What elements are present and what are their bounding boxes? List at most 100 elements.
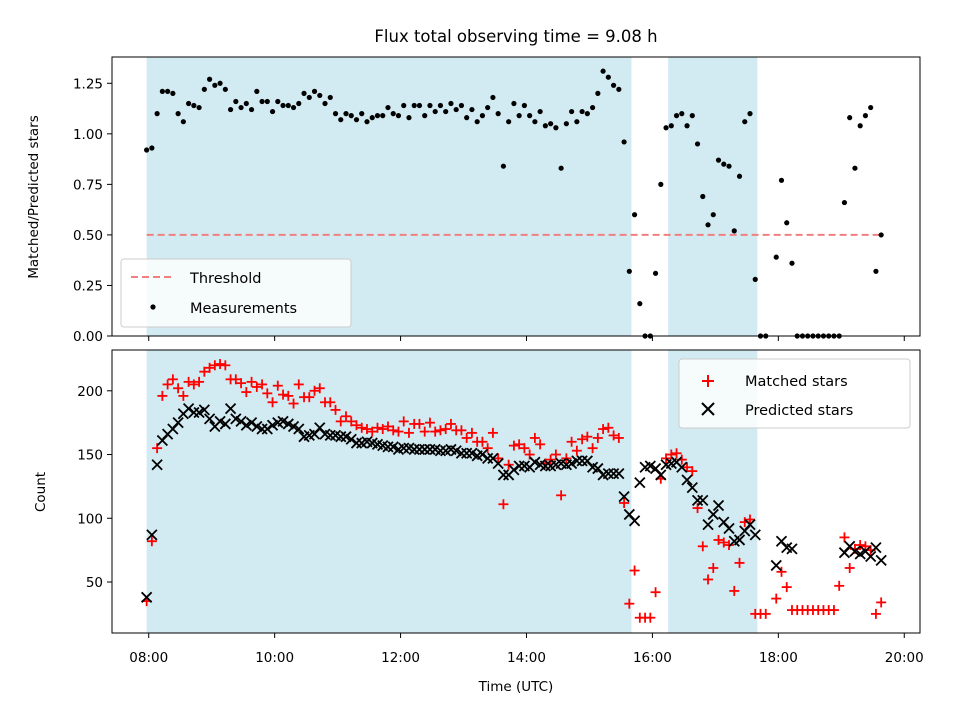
predicted-point <box>476 448 489 461</box>
measurement-point <box>154 111 160 117</box>
bottom-legend-box <box>678 358 911 429</box>
measurement-point <box>689 113 695 119</box>
predicted-point <box>707 508 719 521</box>
bottom-axes-frame <box>111 349 921 634</box>
predicted-point <box>539 460 552 472</box>
matched-point <box>508 440 519 451</box>
matched-point <box>629 565 640 576</box>
matched-point <box>393 426 404 437</box>
matched-point <box>236 378 247 389</box>
matched-point <box>598 424 609 435</box>
matched-point <box>199 366 210 377</box>
predicted-point <box>691 494 704 507</box>
bottom-x-ticks: 08:00 10:00 12:00 14:00 16:00 18:00 20:00 <box>129 633 924 666</box>
measurement-point <box>495 111 501 117</box>
bottom-x-axis-label: Time (UTC) <box>478 679 554 695</box>
predicted-point <box>618 490 630 503</box>
predicted-point <box>681 474 693 486</box>
predicted-point <box>413 443 426 456</box>
measurement-point <box>747 111 753 117</box>
matched-point <box>624 598 635 609</box>
measurement-point <box>416 102 423 109</box>
measurement-point <box>553 125 559 131</box>
matched-point <box>356 422 367 433</box>
predicted-point <box>293 423 305 435</box>
predicted-point <box>723 522 735 535</box>
matched-point <box>257 379 268 390</box>
predicted-point <box>350 437 363 449</box>
matched-point <box>341 411 352 422</box>
matched-point <box>267 397 278 408</box>
top-legend-box <box>120 258 352 328</box>
measurement-point <box>516 113 522 119</box>
predicted-point <box>712 499 725 512</box>
matched-point <box>330 404 341 415</box>
measurement-point <box>637 301 643 307</box>
bottom-legend: Matched stars Predicted stars <box>678 358 911 429</box>
matched-point <box>304 392 315 403</box>
measurement-point <box>285 102 291 109</box>
matched-point <box>745 514 756 525</box>
measurement-point <box>537 108 543 115</box>
measurement-point <box>380 113 386 119</box>
matched-point <box>556 490 567 501</box>
matched-point <box>619 497 630 508</box>
predicted-point <box>482 452 494 464</box>
measurement-point <box>773 254 779 260</box>
measurement-point <box>422 113 428 119</box>
measurement-point <box>684 123 690 129</box>
measurement-point <box>474 119 480 125</box>
matched-point <box>382 421 393 432</box>
matched-point <box>592 432 603 443</box>
predicted-point <box>203 413 216 425</box>
measurement-point <box>778 177 785 183</box>
y-tick-label: 0.75 <box>73 177 103 193</box>
measurement-point <box>621 139 627 145</box>
matched-point <box>566 436 577 447</box>
predicted-point <box>461 447 473 459</box>
measurement-point <box>275 98 281 105</box>
measurement-point <box>506 119 512 125</box>
matched-point <box>697 541 708 552</box>
top-axes-frame <box>111 56 921 337</box>
predicted-point <box>172 417 184 429</box>
predicted-point <box>261 423 273 435</box>
measurement-point <box>374 113 381 119</box>
matched-point <box>519 443 530 454</box>
x-tick-label: 10:00 <box>255 650 294 666</box>
predicted-point <box>151 459 163 471</box>
measurement-point <box>212 82 218 88</box>
matched-point <box>603 422 614 433</box>
matched-point <box>157 390 168 401</box>
matched-point <box>194 376 205 387</box>
y-tick-label: 0.00 <box>73 329 103 345</box>
bottom-y-axis-label: Count <box>33 472 49 512</box>
matched-point <box>288 398 299 409</box>
predicted-point <box>749 529 761 541</box>
predicted-point <box>324 429 336 442</box>
measurement-point <box>694 141 701 147</box>
matched-point <box>477 436 488 447</box>
matched-point <box>834 580 845 591</box>
measurement-point <box>296 100 302 107</box>
matched-point <box>703 574 714 585</box>
predicted-point <box>686 482 698 494</box>
predicted-point <box>571 455 583 467</box>
matched-point <box>346 416 357 427</box>
y-tick-label: 1.00 <box>73 127 103 143</box>
measurement-point <box>490 94 496 101</box>
predicted-point <box>628 515 641 527</box>
matched-point <box>781 582 792 593</box>
measurement-point <box>464 115 470 121</box>
measurement-point <box>600 68 606 74</box>
matched-point <box>435 425 446 436</box>
measurement-point <box>521 102 527 109</box>
matched-point <box>466 427 477 438</box>
matched-point <box>241 387 252 398</box>
matched-point <box>372 422 383 433</box>
measurement-point <box>532 119 538 125</box>
measurement-point <box>726 163 732 169</box>
matched-point <box>335 416 346 427</box>
matched-point <box>482 443 493 454</box>
y-tick-label: 50 <box>86 575 103 591</box>
